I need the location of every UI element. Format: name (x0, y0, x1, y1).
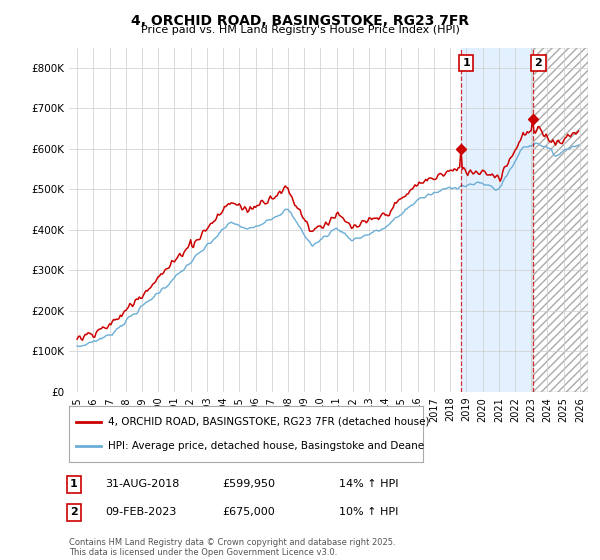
Text: Contains HM Land Registry data © Crown copyright and database right 2025.
This d: Contains HM Land Registry data © Crown c… (69, 538, 395, 557)
Text: 4, ORCHID ROAD, BASINGSTOKE, RG23 7FR: 4, ORCHID ROAD, BASINGSTOKE, RG23 7FR (131, 14, 469, 28)
Bar (461, 48, 533, 392)
Text: 09-FEB-2023: 09-FEB-2023 (105, 507, 176, 517)
Text: 4, ORCHID ROAD, BASINGSTOKE, RG23 7FR (detached house): 4, ORCHID ROAD, BASINGSTOKE, RG23 7FR (d… (108, 417, 430, 427)
Text: 2: 2 (535, 58, 542, 68)
Text: 31-AUG-2018: 31-AUG-2018 (105, 479, 179, 489)
Text: £599,950: £599,950 (222, 479, 275, 489)
Text: 2: 2 (70, 507, 77, 517)
Text: £675,000: £675,000 (222, 507, 275, 517)
Text: 14% ↑ HPI: 14% ↑ HPI (339, 479, 398, 489)
Bar (533, 48, 588, 392)
Text: Price paid vs. HM Land Registry's House Price Index (HPI): Price paid vs. HM Land Registry's House … (140, 25, 460, 35)
Bar (533, 48, 588, 392)
Text: 1: 1 (70, 479, 77, 489)
Text: 1: 1 (463, 58, 470, 68)
Text: 10% ↑ HPI: 10% ↑ HPI (339, 507, 398, 517)
Text: HPI: Average price, detached house, Basingstoke and Deane: HPI: Average price, detached house, Basi… (108, 441, 424, 451)
